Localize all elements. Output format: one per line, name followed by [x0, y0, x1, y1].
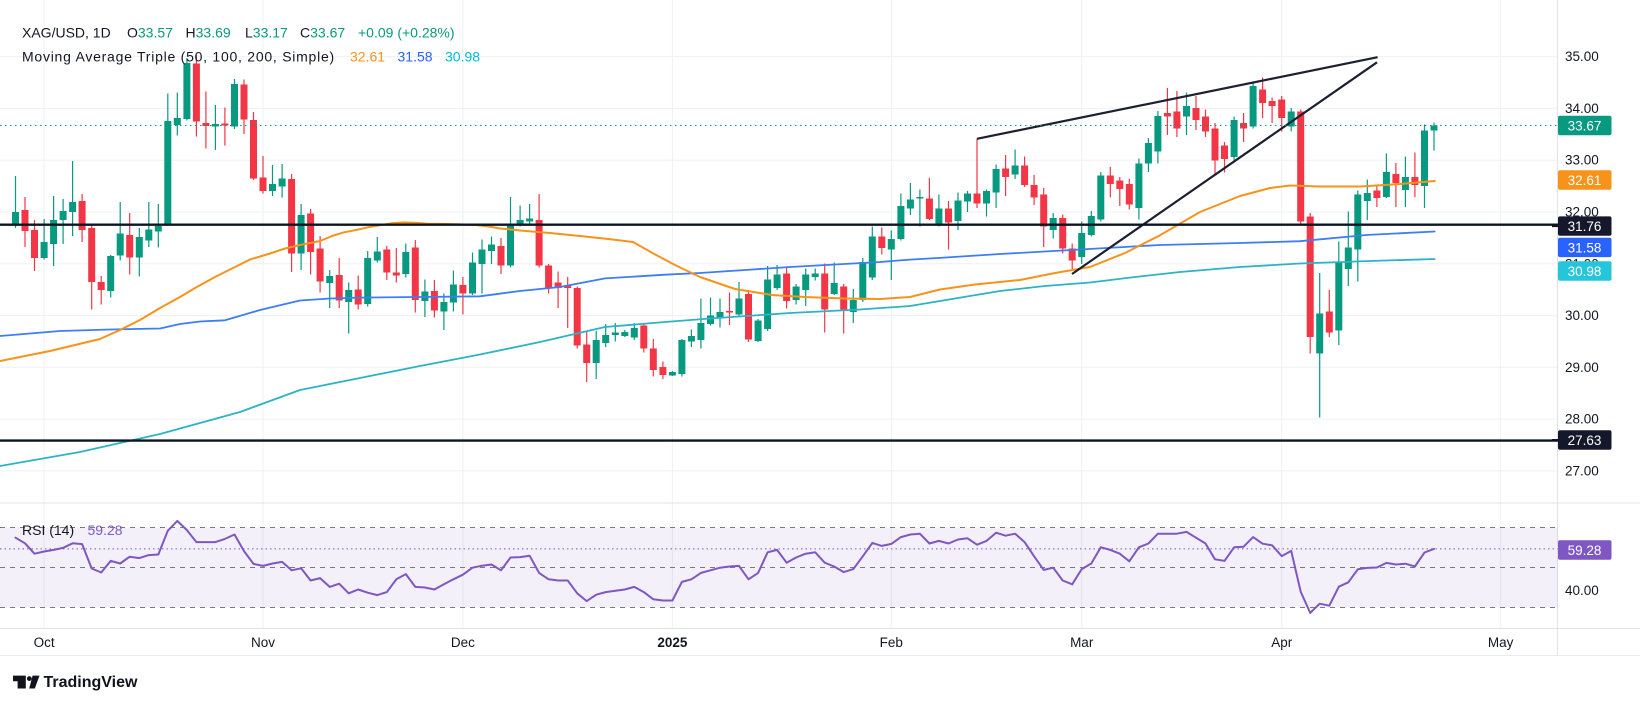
- svg-text:31.58: 31.58: [1568, 240, 1602, 255]
- svg-text:H33.69: H33.69: [186, 25, 231, 41]
- svg-text:XAG/USD, 1D: XAG/USD, 1D: [22, 25, 111, 41]
- svg-text:Dec: Dec: [451, 635, 475, 650]
- svg-text:34.00: 34.00: [1565, 101, 1599, 116]
- svg-text:2025: 2025: [657, 635, 688, 650]
- svg-text:Mar: Mar: [1070, 635, 1094, 650]
- svg-text:35.00: 35.00: [1565, 49, 1599, 64]
- svg-text:32.61: 32.61: [350, 49, 385, 65]
- svg-text:Apr: Apr: [1271, 635, 1293, 650]
- svg-text:28.00: 28.00: [1565, 412, 1599, 427]
- svg-text:RSI (14): RSI (14): [22, 522, 74, 538]
- svg-text:59.28: 59.28: [1568, 543, 1602, 558]
- svg-text:31.58: 31.58: [398, 49, 433, 65]
- svg-text:30.98: 30.98: [445, 49, 480, 65]
- svg-text:31.76: 31.76: [1568, 219, 1602, 234]
- svg-text:C33.67: C33.67: [300, 25, 345, 41]
- svg-text:Feb: Feb: [880, 635, 903, 650]
- svg-text:33.67: 33.67: [1568, 119, 1602, 134]
- svg-text:30.00: 30.00: [1565, 308, 1599, 323]
- svg-text:27.00: 27.00: [1565, 463, 1599, 478]
- svg-text:40.00: 40.00: [1565, 583, 1599, 598]
- svg-text:Nov: Nov: [251, 635, 275, 650]
- svg-text:Moving Average Triple (50, 100: Moving Average Triple (50, 100, 200, Sim…: [22, 49, 335, 65]
- svg-text:59.28: 59.28: [88, 522, 123, 538]
- svg-text:27.63: 27.63: [1568, 433, 1602, 448]
- svg-text:30.98: 30.98: [1568, 264, 1602, 279]
- svg-text:32.00: 32.00: [1565, 205, 1599, 220]
- svg-text:29.00: 29.00: [1565, 360, 1599, 375]
- svg-text:TradingView: TradingView: [44, 674, 139, 691]
- svg-text:32.61: 32.61: [1568, 173, 1602, 188]
- svg-text:Oct: Oct: [34, 635, 55, 650]
- svg-text:+0.09 (+0.28%): +0.09 (+0.28%): [358, 25, 455, 41]
- svg-text:33.00: 33.00: [1565, 153, 1599, 168]
- svg-text:May: May: [1488, 635, 1514, 650]
- svg-text:L33.17: L33.17: [245, 25, 288, 41]
- svg-text:O33.57: O33.57: [127, 25, 173, 41]
